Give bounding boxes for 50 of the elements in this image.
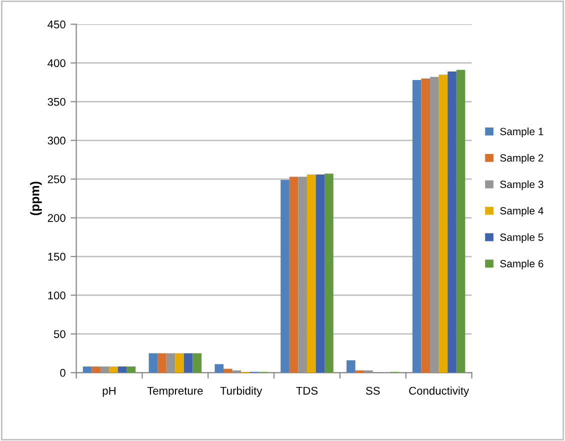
- bar: [298, 176, 307, 373]
- bar: [421, 78, 430, 373]
- bar: [118, 366, 127, 373]
- bar: [148, 353, 158, 373]
- bar: [346, 360, 356, 373]
- bar: [82, 366, 92, 373]
- y-tick-label: 300: [48, 136, 66, 145]
- bar: [192, 353, 202, 373]
- y-axis-title: (ppm): [30, 182, 42, 216]
- y-tick-label: 400: [48, 59, 66, 68]
- legend-label: Sample 4: [500, 206, 544, 217]
- bar: [289, 176, 298, 373]
- bar: [456, 70, 466, 373]
- legend-label: Sample 6: [500, 260, 544, 270]
- x-tick-label: Conductivity: [409, 386, 470, 397]
- legend-label: Sample 2: [500, 154, 544, 164]
- y-tick-label: 100: [48, 291, 66, 300]
- bar: [166, 353, 176, 373]
- bar: [109, 366, 118, 373]
- bar: [92, 366, 100, 373]
- bar: [438, 74, 448, 373]
- bar: [412, 80, 422, 373]
- bar: [316, 174, 325, 373]
- x-tick-label: Tempreture: [147, 386, 203, 397]
- x-tick-label: Turbidity: [220, 386, 262, 397]
- y-tick-label: 200: [48, 214, 66, 222]
- bar: [223, 368, 232, 373]
- bar: [306, 174, 316, 373]
- legend-label: Sample 3: [500, 180, 544, 190]
- y-tick-label: 150: [48, 252, 66, 261]
- legend-label: Sample 5: [500, 233, 544, 243]
- bar: [430, 76, 439, 373]
- y-tick-label: 50: [54, 330, 66, 338]
- y-tick-label: 250: [48, 175, 66, 184]
- bar: [184, 353, 193, 373]
- y-tick-label: 350: [48, 98, 66, 106]
- x-tick-label: SS: [366, 386, 380, 395]
- bar: [214, 364, 224, 373]
- x-tick-label: pH: [102, 386, 116, 397]
- y-tick-label: 450: [48, 20, 66, 28]
- y-tick-label: 0: [60, 368, 66, 377]
- bar: [100, 366, 110, 373]
- bar: [175, 353, 184, 373]
- bar: [324, 174, 334, 373]
- legend-label: Sample 1: [500, 128, 544, 138]
- bar: [280, 180, 290, 373]
- bar: [158, 353, 166, 373]
- bar: [126, 366, 136, 373]
- bar: [448, 71, 456, 373]
- x-tick-label: TDS: [296, 386, 318, 395]
